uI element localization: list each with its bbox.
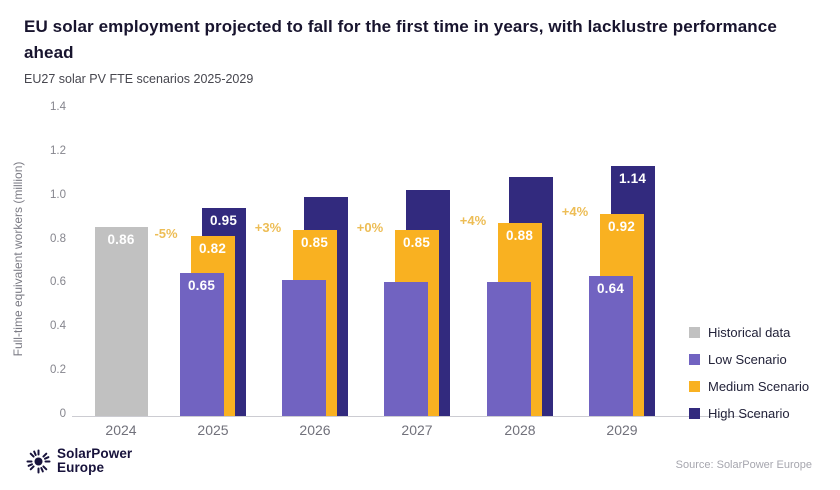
legend-label: Low Scenario: [708, 352, 787, 367]
y-tick-label: 0.4: [50, 320, 66, 333]
chart-legend: Historical data Low Scenario Medium Scenar…: [689, 319, 809, 427]
x-tick-label: 2029: [606, 422, 638, 438]
legend-label: Historical data: [708, 325, 791, 340]
bar-low-2026: [281, 280, 326, 416]
pct-change-annotation: +4%: [459, 213, 487, 229]
x-axis-line: [72, 416, 772, 417]
bar-value-label: 1.14: [618, 170, 647, 186]
sun-icon: [26, 449, 51, 473]
x-tick-label: 2026: [299, 422, 331, 438]
page-title: EU solar employment projected to fall fo…: [24, 17, 777, 62]
y-tick-label: 0.6: [50, 276, 66, 289]
legend-swatch: [689, 354, 700, 365]
y-tick-label: 1.4: [50, 100, 66, 113]
pct-change-annotation: +4%: [561, 204, 589, 220]
logo-line2: Europe: [57, 460, 105, 475]
bar-low-2029: 0.64: [588, 275, 633, 416]
legend-item: Medium Scenario: [689, 373, 809, 400]
x-tick-label: 2027: [401, 422, 433, 438]
bar-historical-2024: 0.86: [94, 227, 148, 416]
legend-label: High Scenario: [708, 406, 790, 421]
bar-value-label: 0.86: [107, 232, 135, 248]
legend-item: High Scenario: [689, 400, 809, 427]
legend-swatch: [689, 408, 700, 419]
x-tick-label: 2024: [105, 422, 137, 438]
x-tick-label: 2028: [504, 422, 536, 438]
bar-value-label: 0.64: [596, 280, 625, 296]
source-credit: Source: SolarPower Europe: [675, 459, 812, 471]
bar-value-label: 0.82: [198, 241, 227, 257]
y-tick-label: 1.0: [50, 188, 66, 201]
y-tick-label: 0.2: [50, 364, 66, 377]
solarpower-logo: SolarPower Europe: [26, 447, 132, 475]
y-axis-title: Full-time equivalent workers (million): [11, 161, 25, 357]
bar-value-label: 0.85: [300, 234, 329, 250]
logo-text: SolarPower Europe: [57, 447, 132, 475]
legend-item: Historical data: [689, 319, 809, 346]
legend-swatch: [689, 381, 700, 392]
chart-subtitle: EU27 solar PV FTE scenarios 2025-2029: [24, 72, 254, 86]
bar-low-2025: 0.65: [179, 273, 224, 416]
bar-value-label: 0.65: [187, 278, 216, 294]
y-tick-label: 1.2: [50, 144, 66, 157]
pct-change-annotation: -5%: [154, 226, 178, 242]
pct-change-annotation: +3%: [254, 219, 282, 235]
bar-low-2027: [383, 282, 428, 416]
y-tick-label: 0: [59, 408, 66, 420]
bar-value-label: 0.92: [607, 219, 636, 235]
logo-line1: SolarPower: [57, 446, 133, 461]
x-tick-label: 2025: [197, 422, 229, 438]
legend-item: Low Scenario: [689, 346, 809, 373]
bar-value-label: 0.95: [209, 212, 238, 228]
bar-value-label: 0.88: [505, 228, 534, 244]
legend-label: Medium Scenario: [708, 379, 810, 394]
bar-low-2028: [486, 282, 531, 416]
pct-change-annotation: +0%: [356, 219, 384, 235]
bar-value-label: 0.85: [402, 234, 431, 250]
legend-swatch: [689, 327, 700, 338]
y-tick-label: 0.8: [50, 232, 66, 245]
